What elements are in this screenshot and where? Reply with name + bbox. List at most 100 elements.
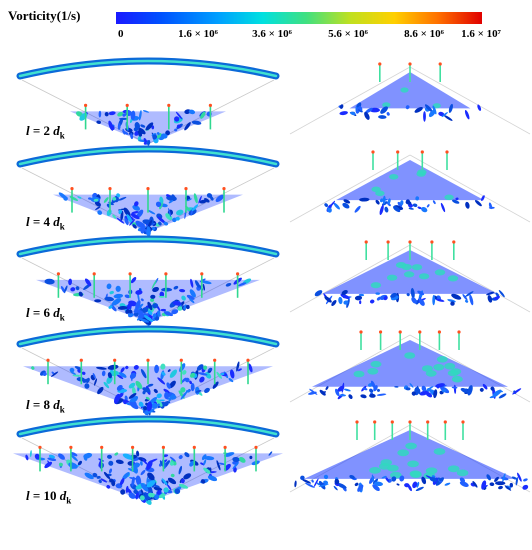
vortex-blob [147, 209, 156, 215]
vortex-blob [98, 110, 102, 118]
vortex-blob [151, 402, 158, 409]
vortex-blob [163, 401, 169, 407]
vortex-blob [324, 203, 329, 208]
vortex-blob [428, 109, 436, 118]
colorbar-title: Vorticity(1/s) [8, 8, 81, 23]
jet-tip [457, 330, 461, 334]
vortex-blob [176, 124, 181, 129]
vortex-blob [140, 223, 146, 234]
vortex-blob [159, 196, 164, 204]
vortex-blob [48, 454, 55, 459]
vortex-blob [170, 473, 175, 478]
vortex-blob [126, 214, 133, 224]
vortex-blob [460, 387, 469, 393]
vortex-blob [175, 216, 180, 221]
jet-tip [146, 358, 150, 362]
vortex-blob [109, 290, 114, 295]
vortex-blob [158, 221, 162, 226]
vortex-blob [479, 387, 484, 392]
vortex-blob [200, 479, 206, 484]
vortex-blob [112, 196, 117, 201]
colorbar-gradient [116, 12, 482, 24]
vortex-blob [124, 215, 129, 226]
vortex-blob [418, 388, 421, 395]
vortex-blob [156, 403, 160, 406]
vortex-blob [328, 200, 336, 209]
vortex-blob [194, 280, 200, 288]
vortex-blob [115, 459, 124, 464]
vortex-blob [385, 477, 390, 482]
vortex-ring [434, 269, 446, 276]
vortex-blob [412, 481, 418, 489]
vortex-blob [204, 387, 210, 393]
vortex-blob [522, 484, 529, 490]
jet-tip [443, 420, 447, 424]
vortex-ring [450, 368, 462, 375]
row-label-sub: k [59, 312, 65, 323]
vortex-blob [103, 471, 111, 480]
jet-tip [452, 240, 456, 244]
vortex-blob [172, 301, 182, 306]
vortex-blob [93, 198, 99, 202]
vortex-blob [83, 452, 93, 459]
vortex-blob [171, 309, 179, 315]
colorbar-tick-label: 1.6 × 10⁷ [461, 28, 501, 40]
vortex-blob [84, 383, 90, 389]
vortex-blob [146, 460, 153, 470]
sector-line [409, 244, 531, 313]
vortex-blob [218, 462, 225, 465]
vortex-blob [142, 387, 151, 393]
vortex-blob [95, 206, 101, 211]
vortex-ring [417, 169, 427, 175]
vortex-blob [140, 469, 146, 476]
vortex-blob [365, 107, 373, 114]
vortex-blob [384, 206, 389, 213]
vortex-ring [451, 375, 463, 383]
vortex-blob [399, 475, 405, 482]
vortex-blob [486, 291, 495, 296]
vortex-blob [504, 485, 512, 491]
vortex-blob [383, 296, 388, 301]
row-label: l = 2 dk [26, 123, 65, 141]
vortex-blob [157, 216, 166, 224]
vortex-blob [138, 133, 143, 137]
jet-tip [461, 420, 465, 424]
vortex-blob [154, 364, 160, 374]
vortex-blob [381, 475, 387, 479]
vortex-blob [236, 361, 240, 372]
vortex-blob [233, 467, 237, 473]
vortex-blob [116, 384, 123, 391]
vortex-blob [419, 390, 429, 396]
vortex-blob [128, 392, 137, 399]
vortex-blob [133, 311, 139, 317]
vortex-blob [103, 197, 109, 203]
jet-tip [254, 445, 258, 449]
vortex-blob [327, 207, 332, 213]
vortex-blob [462, 294, 468, 301]
row-label: l = 4 dk [26, 214, 65, 232]
vortex-blob [452, 199, 460, 204]
vortex-blob [96, 120, 101, 124]
vortex-blob [156, 133, 162, 139]
vortex-pyramid [304, 430, 516, 479]
jet-tip [179, 358, 183, 362]
vortex-blob [147, 139, 151, 146]
vortex-blob [372, 484, 380, 492]
row-label-equals: = 6 [29, 305, 54, 320]
vortex-blob [135, 300, 141, 310]
vortex-blob [77, 196, 82, 199]
vortex-blob [166, 194, 171, 198]
jet-tip [222, 187, 226, 191]
vortex-blob [163, 311, 174, 317]
vortex-blob [381, 201, 388, 206]
vortex-blob [128, 492, 136, 499]
vortex-blob [108, 120, 114, 131]
vortex-blob [140, 298, 144, 302]
row-label-prefix: l [26, 397, 30, 412]
vortex-blob [181, 295, 186, 301]
jet-tip [386, 240, 390, 244]
vortex-blob [373, 385, 378, 392]
vortex-blob [171, 194, 175, 198]
vortex-blob [433, 389, 438, 399]
